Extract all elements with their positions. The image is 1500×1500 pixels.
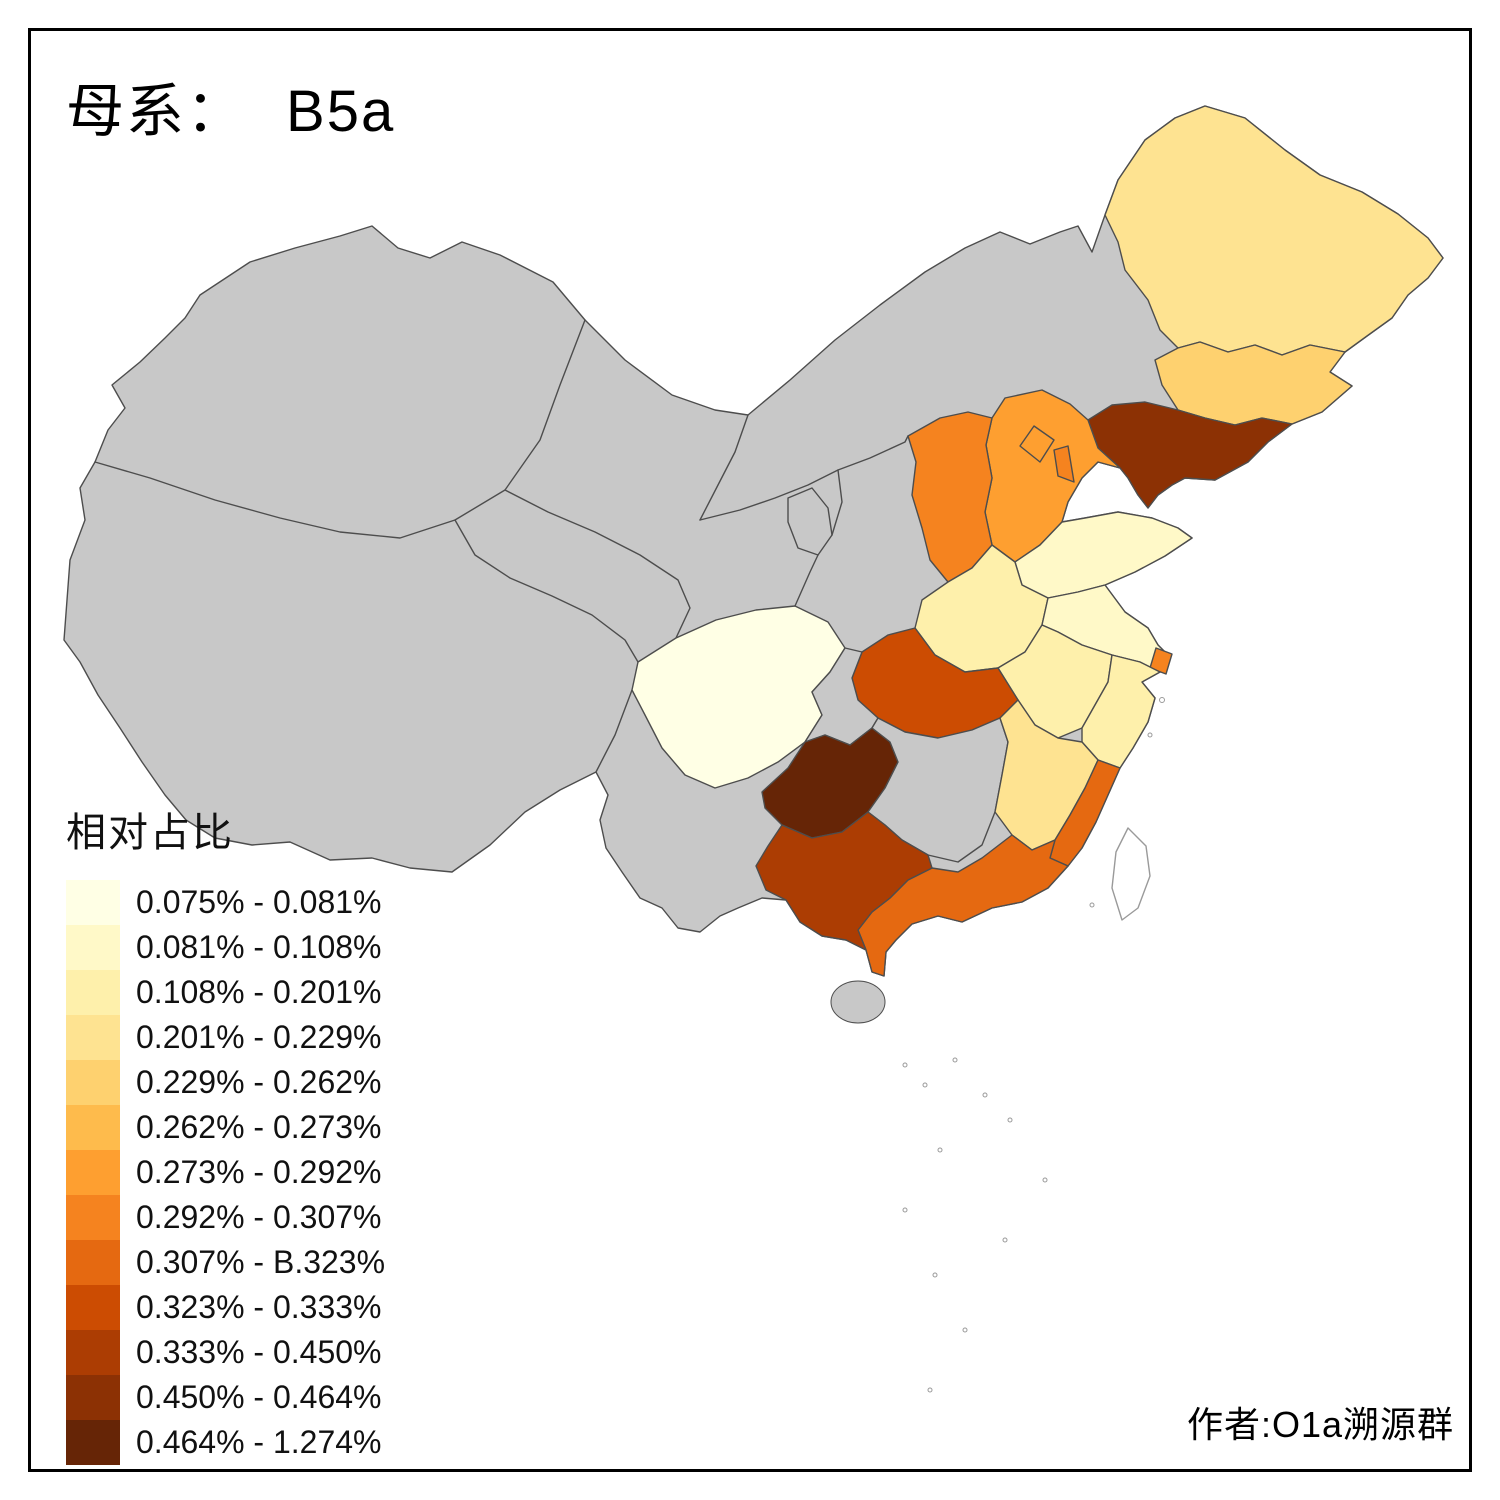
page-title: 母系： B5a [66, 64, 395, 148]
legend-item: 0.333% - 0.450% [66, 1330, 385, 1375]
province-tianjin [1053, 445, 1075, 483]
legend-label: 0.273% - 0.292% [136, 1154, 382, 1190]
legend-item: 0.450% - 0.464% [66, 1375, 385, 1420]
legend-label: 0.323% - 0.333% [136, 1289, 382, 1325]
legend-item: 0.075% - 0.081% [66, 880, 385, 925]
border-xizang-qinghai [454, 519, 639, 663]
legend-item: 0.464% - 1.274% [66, 1420, 385, 1465]
legend-item: 0.081% - 0.108% [66, 925, 385, 970]
border-qinghai-gansu [504, 489, 691, 639]
province-hainan [830, 980, 886, 1024]
province-guangdong [857, 834, 1069, 977]
legend-item: 0.273% - 0.292% [66, 1150, 385, 1195]
province-jilin [1154, 341, 1353, 426]
legend-swatch [66, 1375, 120, 1420]
legend-label: 0.108% - 0.201% [136, 974, 382, 1010]
legend-swatch [66, 1240, 120, 1285]
legend-label: 0.262% - 0.273% [136, 1109, 382, 1145]
legend-label: 0.292% - 0.307% [136, 1199, 382, 1235]
province-guangxi [755, 811, 933, 951]
legend-swatch [66, 925, 120, 970]
legend-item: 0.262% - 0.273% [66, 1105, 385, 1150]
legend-item: 0.108% - 0.201% [66, 970, 385, 1015]
legend-label: 0.201% - 0.229% [136, 1019, 382, 1055]
legend-label: 0.081% - 0.108% [136, 929, 382, 965]
province-shanghai [1149, 647, 1173, 675]
legend-swatch [66, 1015, 120, 1060]
title-prefix: 母系： [66, 79, 247, 144]
legend-label: 0.464% - 1.274% [136, 1424, 382, 1460]
attribution: 作者:O1a溯源群 [1186, 1404, 1454, 1445]
legend-label: 0.075% - 0.081% [136, 884, 382, 920]
legend-item: 0.229% - 0.262% [66, 1060, 385, 1105]
border-gansu-neimenggu [699, 414, 749, 521]
legend-label: 0.450% - 0.464% [136, 1379, 382, 1415]
border-xizang-yunnan [595, 689, 633, 773]
legend-swatch [66, 1195, 120, 1240]
legend-item: 0.201% - 0.229% [66, 1015, 385, 1060]
legend-title: 相对占比 [66, 811, 234, 855]
legend-items: 0.075% - 0.081% 0.081% - 0.108% 0.108% - 0… [66, 880, 385, 1465]
province-heilongjiang [1104, 105, 1444, 356]
province-taiwan [1111, 827, 1151, 921]
legend-swatch [66, 1060, 120, 1105]
legend-label: 0.333% - 0.450% [136, 1334, 382, 1370]
legend-swatch [66, 1285, 120, 1330]
border-ningxia [787, 487, 833, 556]
border-shaanxi-ningxia [831, 469, 843, 536]
sea-islets [902, 697, 1165, 1393]
legend-label: 0.307% - B.323% [136, 1244, 386, 1280]
province-zhejiang [1081, 654, 1161, 769]
legend-item: 0.307% - B.323% [66, 1240, 385, 1285]
legend-item: 0.323% - 0.333% [66, 1285, 385, 1330]
legend: 相对占比 0.075% - 0.081% 0.081% - 0.108% 0.108… [66, 800, 385, 1465]
plot-border [28, 28, 1472, 1472]
legend-swatch [66, 970, 120, 1015]
province-liaoning [1087, 401, 1293, 509]
legend-swatch [66, 1420, 120, 1465]
legend-swatch [66, 1150, 120, 1195]
legend-swatch [66, 1330, 120, 1375]
border-neimenggu-south [699, 435, 909, 521]
legend-item: 0.292% - 0.307% [66, 1195, 385, 1240]
legend-label: 0.229% - 0.262% [136, 1064, 382, 1100]
province-beijing [1019, 425, 1055, 463]
legend-swatch [66, 1105, 120, 1150]
legend-swatch [66, 880, 120, 925]
border-gansu-shaanxi-a [794, 554, 819, 607]
border-xinjiang-south [94, 319, 586, 539]
title-haplogroup: B5a [286, 79, 396, 144]
